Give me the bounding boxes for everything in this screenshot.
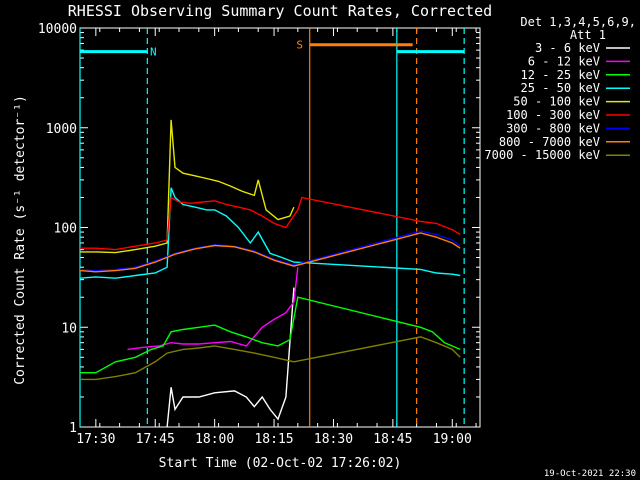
series-line <box>79 232 461 273</box>
y-tick-label: 100 <box>54 222 77 237</box>
y-tick-label: 10 <box>61 321 77 336</box>
x-tick-label: 17:45 <box>136 432 175 447</box>
y-tick-label: 1 <box>69 421 77 436</box>
plot-area: 1 10 100 1000 10000 17:30 17:45 18:00 18:15 18:30… <box>38 22 481 447</box>
legend-label: 800 - 7000 keV <box>499 135 600 149</box>
legend-header-line2: Att 1 <box>570 28 606 42</box>
legend-header-line1: Det 1,3,4,5,6,9, <box>520 15 636 29</box>
x-tick-label: 18:00 <box>195 432 234 447</box>
interval-label: N <box>150 46 157 59</box>
x-tick-label: 19:00 <box>433 432 472 447</box>
series-line <box>80 336 461 381</box>
series-line <box>166 287 295 428</box>
legend-label: 7000 - 15000 keV <box>484 148 600 162</box>
generated-timestamp: 19-Oct-2021 22:30 <box>544 469 636 479</box>
series-line <box>79 187 461 279</box>
chart-title: RHESSI Observing Summary Count Rates, Co… <box>68 2 492 20</box>
x-tick-label: 18:15 <box>254 432 293 447</box>
legend-label: 50 - 100 keV <box>513 95 600 109</box>
legend-label: 12 - 25 keV <box>521 68 600 82</box>
legend-label: 6 - 12 keV <box>528 54 600 68</box>
series-line <box>80 296 461 374</box>
y-axis-label: Corrected Count Rate (s⁻¹ detector⁻¹) <box>13 95 28 385</box>
series-line <box>80 119 295 254</box>
axis-frame <box>79 27 481 428</box>
x-tick-label: 17:30 <box>76 432 115 447</box>
series-line <box>127 267 299 351</box>
x-axis-label: Start Time (02-Oct-02 17:26:02) <box>159 456 402 471</box>
series-line <box>80 196 461 251</box>
legend-label: 300 - 800 keV <box>506 121 600 135</box>
x-tick-label: 18:30 <box>314 432 353 447</box>
interval-label: S <box>296 39 303 52</box>
legend-label: 3 - 6 keV <box>535 41 600 55</box>
legend-label: 100 - 300 keV <box>506 108 600 122</box>
legend-label: 25 - 50 keV <box>521 81 600 95</box>
y-tick-label: 1000 <box>46 122 77 137</box>
y-tick-label: 10000 <box>38 22 77 37</box>
x-tick-label: 18:45 <box>373 432 412 447</box>
